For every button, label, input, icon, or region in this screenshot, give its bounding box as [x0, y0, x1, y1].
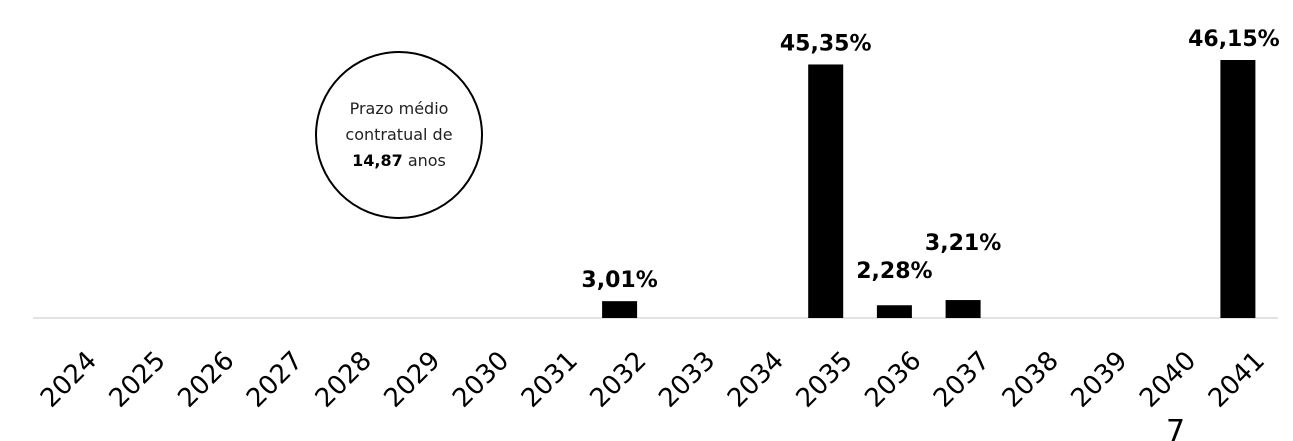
x-tick-label-2025: 2025 — [104, 346, 172, 414]
callout-line-3: 14,87 anos — [352, 151, 446, 170]
bars-group — [602, 60, 1256, 318]
x-tick-label-2024: 2024 — [35, 346, 103, 414]
x-tick-label-2035: 2035 — [791, 346, 859, 414]
callout-circle — [315, 51, 483, 219]
bar-2032 — [602, 301, 638, 318]
value-label-2036: 2,28% — [856, 259, 932, 284]
x-tick-label-2028: 2028 — [310, 346, 378, 414]
bar-2037 — [945, 300, 981, 318]
value-label-2041: 46,15% — [1188, 27, 1280, 52]
x-tick-labels-group: 2024 2025 2026 2027 2028 2029 2030 2031 2032 2033… — [35, 346, 1271, 414]
x-tick-label-2026: 2026 — [172, 346, 240, 414]
value-labels-group: 3,01% 45,35% 2,28% 3,21% 46,15% — [581, 27, 1279, 293]
x-tick-label-2040: 2040 — [1134, 346, 1202, 414]
bar-2041 — [1220, 60, 1256, 318]
callout-line-1: Prazo médio — [350, 99, 449, 118]
x-tick-label-2041: 2041 — [1203, 346, 1271, 414]
x-tick-label-2036: 2036 — [859, 346, 927, 414]
x-tick-label-2031: 2031 — [516, 346, 584, 414]
x-tick-label-2027: 2027 — [241, 346, 309, 414]
x-tick-label-2029: 2029 — [378, 346, 446, 414]
x-tick-label-2037: 2037 — [928, 346, 996, 414]
bar-2035 — [808, 64, 844, 318]
x-tick-label-2034: 2034 — [722, 346, 790, 414]
value-label-2032: 3,01% — [581, 268, 657, 293]
stray-mark: 7 — [1166, 414, 1185, 441]
x-tick-label-2032: 2032 — [585, 346, 653, 414]
average-term-callout: Prazo médio contratual de 14,87 anos — [315, 51, 483, 219]
bar-2036 — [876, 305, 912, 318]
value-label-2035: 45,35% — [780, 31, 872, 56]
callout-line-2: contratual de — [345, 125, 452, 144]
x-tick-label-2030: 2030 — [447, 346, 515, 414]
callout-value: 14,87 — [352, 151, 403, 170]
x-tick-label-2038: 2038 — [997, 346, 1065, 414]
value-label-2037: 3,21% — [925, 231, 1001, 256]
x-tick-label-2039: 2039 — [1065, 346, 1133, 414]
x-tick-label-2033: 2033 — [653, 346, 721, 414]
callout-unit: anos — [408, 151, 446, 170]
